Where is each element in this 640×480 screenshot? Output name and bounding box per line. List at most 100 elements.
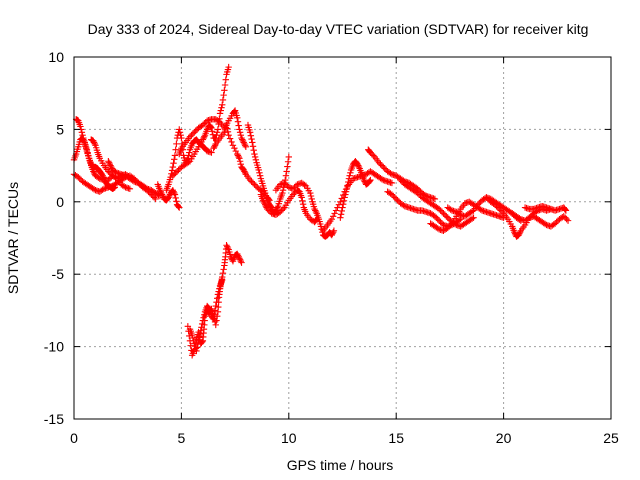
- data-point: [355, 163, 363, 171]
- data-point: [332, 207, 340, 214]
- series-track-w: [521, 202, 570, 214]
- data-point: [196, 334, 203, 341]
- data-point: [524, 215, 532, 222]
- data-point: [338, 207, 345, 215]
- data-point: [388, 179, 396, 187]
- data-point: [168, 167, 176, 174]
- data-point: [210, 315, 217, 323]
- data-point: [249, 179, 257, 187]
- series-track-l: [257, 187, 320, 226]
- data-point: [90, 139, 98, 146]
- data-point: [251, 181, 258, 188]
- data-point: [236, 256, 244, 263]
- data-point: [186, 133, 194, 140]
- data-point: [171, 171, 178, 178]
- data-point: [468, 215, 476, 222]
- data-point: [516, 215, 523, 222]
- data-point: [212, 321, 219, 329]
- series-track-j: [210, 121, 273, 204]
- data-point: [214, 312, 221, 320]
- data-point: [201, 311, 208, 318]
- data-point: [205, 304, 212, 312]
- data-point: [213, 298, 220, 306]
- data-point: [433, 214, 440, 221]
- data-point: [211, 143, 218, 150]
- data-point: [213, 131, 220, 139]
- data-point: [397, 176, 404, 184]
- data-point: [260, 198, 267, 205]
- data-point: [251, 153, 259, 161]
- data-point: [381, 165, 388, 172]
- data-point: [200, 134, 207, 142]
- data-point: [76, 175, 83, 182]
- data-point: [228, 138, 235, 146]
- data-point: [398, 178, 406, 185]
- data-point: [232, 147, 240, 155]
- data-point: [248, 135, 255, 143]
- data-point: [231, 108, 238, 115]
- data-point: [240, 166, 247, 174]
- data-point: [229, 142, 237, 149]
- data-point: [282, 176, 289, 184]
- data-point: [99, 186, 106, 193]
- data-point: [189, 130, 197, 137]
- data-point: [394, 197, 401, 204]
- data-point: [241, 169, 249, 177]
- data-point: [211, 318, 219, 326]
- data-point: [75, 173, 82, 181]
- data-point: [447, 221, 454, 229]
- data-point: [474, 201, 482, 208]
- data-point: [341, 194, 348, 201]
- data-point: [191, 129, 198, 136]
- data-point: [377, 160, 384, 168]
- data-point: [494, 204, 502, 211]
- data-point: [261, 200, 268, 207]
- data-point: [241, 142, 249, 149]
- data-point: [444, 224, 451, 232]
- chart-title: Day 333 of 2024, Sidereal Day-to-day VTE…: [88, 21, 589, 37]
- data-point: [355, 162, 362, 169]
- data-point: [259, 197, 267, 204]
- data-point: [214, 295, 221, 302]
- data-point: [79, 131, 86, 139]
- data-point: [196, 330, 204, 338]
- data-point: [201, 120, 208, 127]
- data-point: [282, 172, 290, 179]
- data-point: [198, 338, 206, 345]
- series-track-h: [169, 63, 232, 179]
- data-point: [172, 169, 179, 177]
- data-point: [171, 191, 179, 198]
- data-point: [99, 172, 106, 179]
- data-point: [212, 302, 219, 310]
- data-point: [301, 181, 308, 189]
- data-point: [201, 133, 208, 140]
- data-point: [159, 192, 166, 200]
- data-point: [493, 202, 500, 210]
- data-point: [156, 187, 164, 194]
- series-track-i: [176, 107, 250, 158]
- data-point: [237, 131, 245, 139]
- data-point: [445, 223, 453, 230]
- data-point: [553, 218, 560, 226]
- data-point: [219, 101, 226, 108]
- data-point: [273, 205, 280, 213]
- data-point: [284, 163, 291, 170]
- data-point: [200, 314, 207, 321]
- y-tick-label: 0: [56, 194, 64, 210]
- data-point: [172, 194, 179, 202]
- data-point: [264, 205, 271, 213]
- series-track-k: [244, 121, 292, 217]
- data-point: [445, 215, 453, 223]
- data-point: [279, 205, 287, 213]
- data-point: [456, 210, 463, 218]
- data-point: [176, 129, 184, 136]
- data-point: [279, 189, 286, 197]
- data-point: [225, 131, 232, 139]
- data-point: [561, 206, 569, 213]
- data-point: [215, 117, 222, 125]
- data-point: [277, 208, 284, 216]
- data-point: [224, 125, 231, 132]
- data-point: [214, 126, 222, 133]
- data-point: [483, 194, 490, 201]
- series-track-y: [186, 276, 226, 355]
